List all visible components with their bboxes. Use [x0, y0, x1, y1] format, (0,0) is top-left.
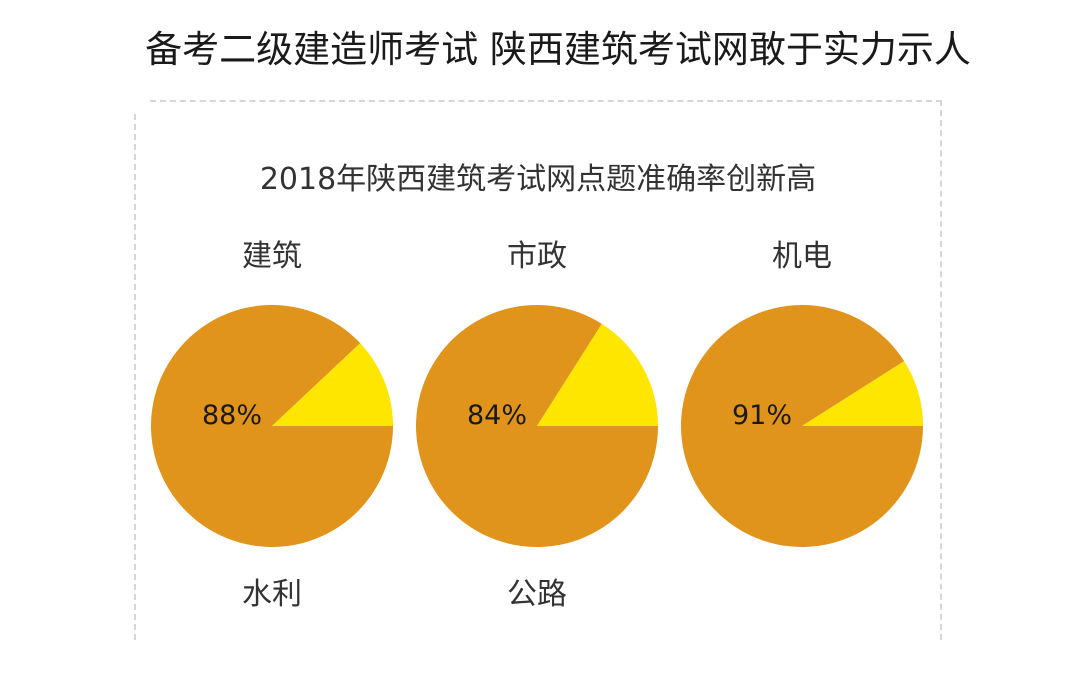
- pie-slice-accent: [537, 323, 658, 426]
- pie-percent-label: 88%: [202, 400, 262, 431]
- category-label-extra: 公路: [507, 577, 567, 612]
- headline: 备考二级建造师考试 陕西建筑考试网敢于实力示人: [145, 28, 971, 71]
- pie-1: 88%: [151, 305, 393, 547]
- panel-right-border: [940, 100, 942, 640]
- pie-percent-label: 91%: [732, 400, 792, 431]
- pie-category-label: 建筑: [242, 239, 302, 274]
- chart-panel: 2018年陕西建筑考试网点题准确率创新高: [134, 100, 942, 640]
- pie-category-label: 机电: [772, 239, 832, 274]
- chart-title: 2018年陕西建筑考试网点题准确率创新高: [259, 162, 817, 197]
- category-label-extra: 水利: [242, 577, 302, 612]
- panel-left-border: [134, 114, 136, 640]
- pie-2: 84%: [416, 305, 658, 547]
- pie-slice-accent: [272, 343, 393, 426]
- pie-category-label: 市政: [507, 239, 567, 274]
- panel-top-border: [150, 100, 942, 102]
- pie-slice-accent: [802, 361, 923, 426]
- pie-percent-label: 84%: [467, 400, 527, 431]
- pie-3: 91%: [681, 305, 923, 547]
